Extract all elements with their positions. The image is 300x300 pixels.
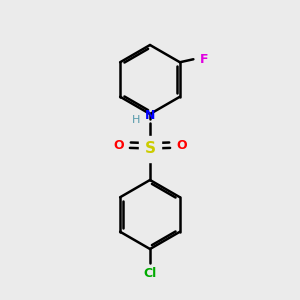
Text: H: H	[132, 115, 140, 125]
Text: S: S	[145, 141, 155, 156]
Text: N: N	[145, 109, 155, 122]
Text: O: O	[176, 139, 187, 152]
Text: F: F	[200, 53, 208, 66]
Text: Cl: Cl	[143, 267, 157, 280]
Text: O: O	[113, 139, 124, 152]
